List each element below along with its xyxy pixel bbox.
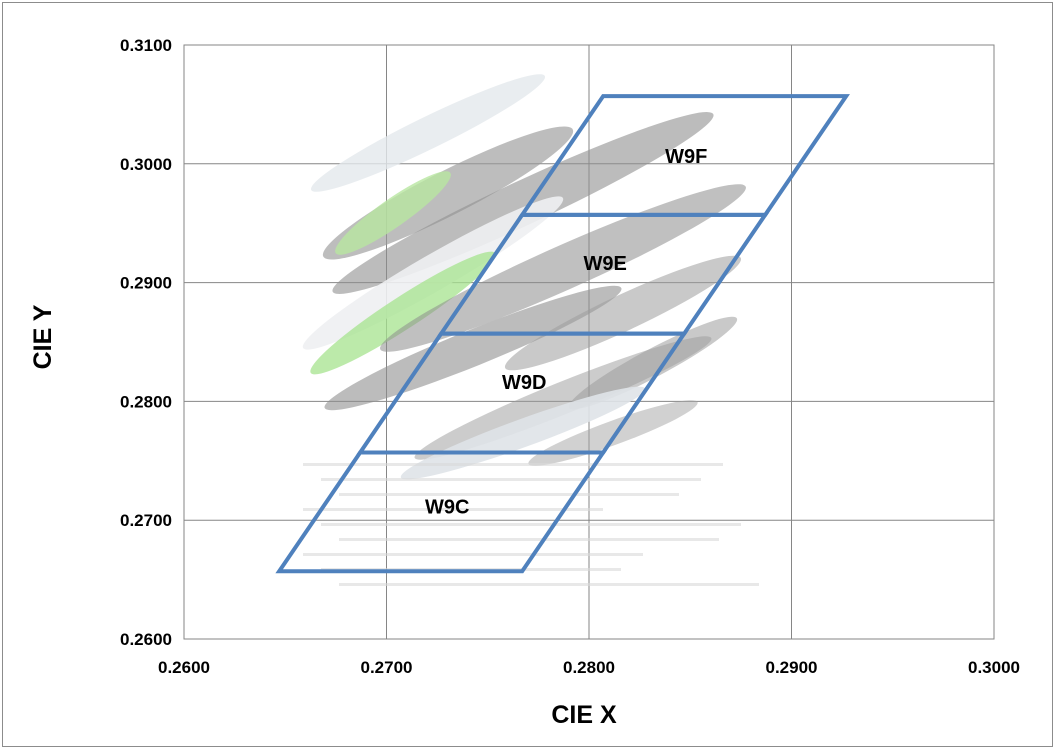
y-tick-label: 0.3100 [120, 36, 172, 55]
x-tick-label: 0.2700 [361, 658, 413, 677]
bin-outline [518, 94, 850, 217]
distribution-streak [303, 463, 723, 466]
bin-regions: W9C W9D W9E W9F [275, 94, 850, 574]
plot-border [183, 44, 995, 640]
distribution-streak [504, 255, 742, 371]
distribution-streak [380, 184, 746, 352]
distribution-streak [339, 493, 679, 496]
distribution-streak [303, 553, 643, 556]
distribution-streak [324, 285, 622, 411]
distribution-background [302, 74, 759, 586]
distribution-streak [335, 171, 451, 255]
x-axis-title: CIE X [551, 701, 617, 729]
bin-label: W9D [502, 372, 546, 394]
cie-chart: W9C W9D W9E W9F 0.2600 0.2700 0.2800 0.2900 0.3… [29, 36, 1020, 729]
bin-label: W9E [584, 253, 627, 275]
distribution-streak [303, 508, 603, 511]
distribution-streak [400, 386, 646, 480]
distribution-streak [321, 478, 701, 481]
bin-label: W9C [425, 497, 469, 519]
distribution-streak [339, 538, 719, 541]
bin-label: W9F [665, 146, 707, 168]
plot-area [183, 44, 995, 640]
distribution-streak [332, 112, 714, 294]
x-tick-label: 0.3000 [968, 658, 1020, 677]
distribution-streak [321, 523, 741, 526]
y-tick-label: 0.2900 [120, 274, 172, 293]
y-tick-label: 0.2600 [120, 630, 172, 649]
y-axis-title: CIE Y [29, 304, 57, 369]
distribution-streak [339, 583, 759, 586]
distribution-streak [310, 74, 546, 192]
tick-labels: 0.2600 0.2700 0.2800 0.2900 0.3000 0.2600 0.27… [120, 36, 1020, 677]
y-tick-label: 0.3000 [120, 155, 172, 174]
y-tick-label: 0.2800 [120, 392, 172, 411]
x-tick-label: 0.2900 [766, 658, 818, 677]
distribution-streak [528, 400, 698, 466]
bin-w9f: W9F [518, 94, 850, 217]
x-tick-label: 0.2800 [563, 658, 615, 677]
distribution-streak [568, 316, 738, 410]
distribution-streak [310, 251, 496, 375]
y-tick-label: 0.2700 [120, 511, 172, 530]
x-tick-label: 0.2600 [158, 658, 210, 677]
distribution-streak [302, 196, 564, 350]
